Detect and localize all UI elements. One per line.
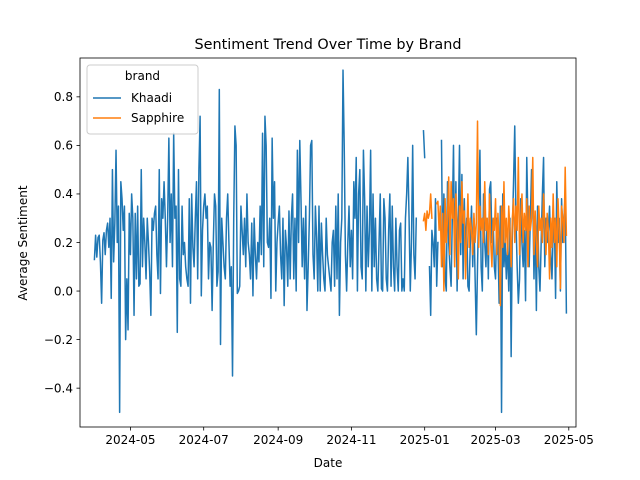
- legend-box: [86, 64, 199, 135]
- y-tick-label: 0.4: [54, 187, 73, 201]
- series-line-sapphire: [422, 120, 568, 307]
- y-axis: −0.4 −0.2 0.0 0.2 0.4 0.6 0.8: [44, 90, 80, 395]
- y-axis-label: Average Sentiment: [16, 185, 30, 300]
- y-tick-label: −0.2: [44, 333, 73, 347]
- legend-title: brand: [125, 69, 160, 83]
- x-tick-label: 2025-01: [400, 433, 450, 447]
- series-line-khaadi: [93, 69, 568, 414]
- plot-area: [93, 69, 568, 414]
- x-tick-label: 2025-03: [470, 433, 520, 447]
- x-tick-label: 2024-07: [179, 433, 229, 447]
- x-axis: 2024-05 2024-07 2024-09 2024-11 2025-01 2025-…: [105, 427, 594, 447]
- y-tick-label: 0.6: [54, 139, 73, 153]
- chart-title: Sentiment Trend Over Time by Brand: [195, 37, 462, 53]
- y-tick-label: −0.4: [44, 381, 73, 395]
- x-tick-label: 2024-11: [326, 433, 376, 447]
- x-tick-label: 2025-05: [544, 433, 594, 447]
- x-tick-label: 2024-05: [105, 433, 155, 447]
- y-tick-label: 0.8: [54, 90, 73, 104]
- legend: brand Khaadi Sapphire: [86, 64, 199, 135]
- y-tick-label: 0.0: [54, 284, 73, 298]
- legend-label-khaadi: Khaadi: [131, 91, 172, 105]
- x-axis-label: Date: [314, 456, 343, 470]
- x-tick-label: 2024-09: [253, 433, 303, 447]
- legend-label-sapphire: Sapphire: [131, 111, 184, 125]
- y-tick-label: 0.2: [54, 236, 73, 250]
